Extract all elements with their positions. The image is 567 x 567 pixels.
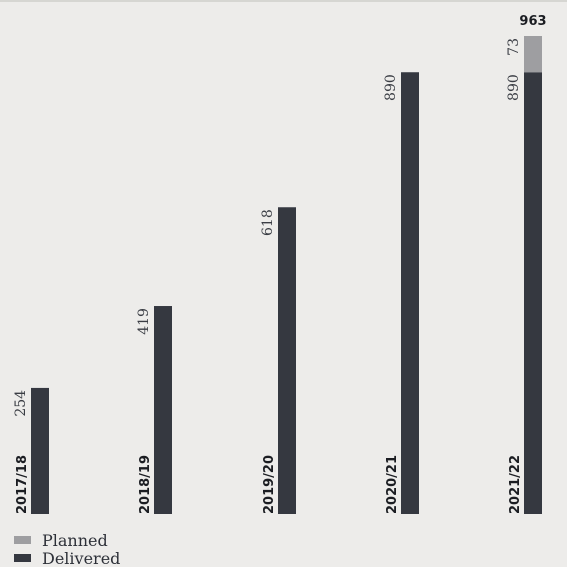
legend-swatch-planned <box>14 536 31 544</box>
legend-label-delivered: Delivered <box>42 549 120 567</box>
bar-delivered-2020-21 <box>401 72 419 514</box>
legend-swatch-delivered <box>14 554 31 562</box>
labels-layer: 2017/18 254 2018/19 419 2019/20 618 2020/21 890… <box>13 14 547 514</box>
value-label-delivered: 890 <box>506 74 522 101</box>
value-label-delivered: 419 <box>136 308 152 335</box>
value-label-planned: 73 <box>506 38 522 56</box>
value-label-delivered: 890 <box>383 74 399 101</box>
bar-delivered-2019-20 <box>278 207 296 515</box>
bars-layer <box>31 36 542 515</box>
category-label: 2021/22 <box>508 455 523 514</box>
category-label: 2020/21 <box>385 455 400 514</box>
bar-delivered-2018-19 <box>154 306 172 514</box>
value-label-delivered: 618 <box>260 209 276 236</box>
category-label: 2019/20 <box>262 455 277 514</box>
category-label: 2018/19 <box>138 455 153 514</box>
value-label-delivered: 254 <box>13 390 29 417</box>
total-label: 963 <box>519 14 546 29</box>
bar-planned-2021-22 <box>524 36 542 73</box>
bar-delivered-2017-18 <box>31 387 49 514</box>
category-label: 2017/18 <box>15 455 30 514</box>
legend-label-planned: Planned <box>42 531 108 550</box>
bar-delivered-2021-22 <box>524 72 542 514</box>
